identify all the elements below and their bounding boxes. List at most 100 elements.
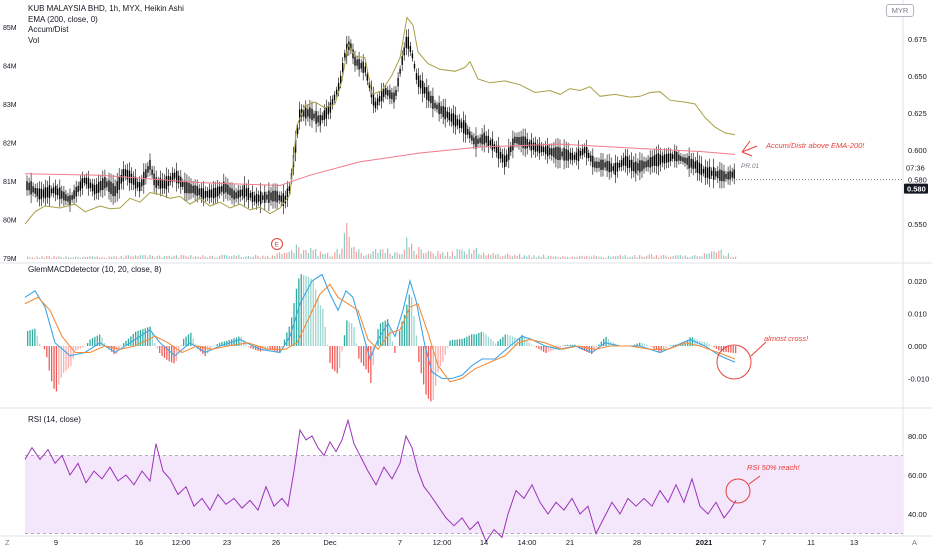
volume-bar bbox=[339, 254, 340, 259]
ha-candle bbox=[707, 168, 708, 178]
x-tick-label: Dec bbox=[323, 538, 337, 547]
macd-histogram-bar bbox=[68, 346, 69, 369]
ha-candle bbox=[438, 103, 439, 114]
macd-histogram-bar bbox=[502, 337, 503, 346]
ha-candle bbox=[713, 167, 714, 180]
ha-candle bbox=[219, 187, 220, 194]
volume-bar bbox=[236, 256, 237, 259]
volume-bar bbox=[73, 257, 74, 259]
ha-candle bbox=[227, 185, 228, 195]
ha-candle bbox=[354, 57, 355, 66]
ha-candle bbox=[625, 156, 626, 166]
ha-candle bbox=[164, 180, 165, 188]
ha-candle bbox=[572, 153, 573, 161]
volume-bar bbox=[519, 254, 520, 259]
volume-bar bbox=[485, 255, 486, 259]
prev-label: PR.01 bbox=[741, 163, 759, 170]
volume-bar bbox=[356, 252, 357, 259]
currency-badge[interactable]: MYR bbox=[886, 4, 914, 17]
volume-bar bbox=[481, 255, 482, 259]
ha-candle bbox=[170, 176, 171, 181]
ha-candle bbox=[500, 152, 501, 159]
macd-histogram-bar bbox=[303, 275, 304, 346]
macd-histogram-bar bbox=[77, 346, 78, 350]
ha-candle bbox=[391, 93, 392, 100]
volume-bar bbox=[406, 237, 407, 259]
volume-bar bbox=[113, 256, 114, 259]
volume-bar bbox=[293, 253, 294, 259]
ha-candle bbox=[652, 157, 653, 167]
ha-candle bbox=[410, 46, 411, 52]
ema-legend[interactable]: EMA (200, close, 0) bbox=[28, 15, 184, 26]
volume-bar bbox=[651, 254, 652, 259]
volume-bar bbox=[394, 252, 395, 259]
macd-histogram-bar bbox=[65, 346, 66, 371]
ha-candle bbox=[67, 196, 68, 201]
ha-candle bbox=[35, 188, 36, 194]
volume-bar bbox=[53, 256, 54, 259]
volume-bar bbox=[32, 257, 33, 259]
ha-candle bbox=[203, 188, 204, 199]
macd-histogram-bar bbox=[89, 340, 90, 346]
ha-candle bbox=[682, 157, 683, 162]
volume-bar bbox=[370, 254, 371, 259]
volume-legend[interactable]: Vol bbox=[28, 36, 184, 47]
volume-bar bbox=[461, 250, 462, 259]
ha-candle bbox=[238, 190, 239, 198]
volume-bar bbox=[548, 256, 549, 259]
macd-histogram-bar bbox=[298, 279, 299, 347]
x-tick-label: 26 bbox=[272, 538, 280, 547]
volume-bar bbox=[555, 256, 556, 259]
ha-candle bbox=[114, 186, 115, 196]
macd-histogram-bar bbox=[603, 339, 604, 346]
auto-scale-toggle: A bbox=[912, 538, 917, 547]
volume-bar bbox=[617, 256, 618, 259]
ha-candle bbox=[215, 188, 216, 197]
macd-histogram-bar bbox=[241, 337, 242, 346]
macd-histogram-bar bbox=[346, 320, 347, 346]
macd-histogram-bar bbox=[718, 346, 719, 350]
ha-candle bbox=[197, 186, 198, 196]
accum-dist-legend[interactable]: Accum/Dist bbox=[28, 25, 184, 36]
x-tick-label: 12:00 bbox=[433, 538, 452, 547]
macd-histogram-bar bbox=[560, 346, 561, 348]
ha-candle bbox=[598, 162, 599, 168]
volume-bar bbox=[728, 253, 729, 259]
macd-histogram-bar bbox=[73, 346, 74, 359]
macd-histogram-bar bbox=[128, 339, 129, 346]
volume-bar bbox=[536, 257, 537, 259]
x-tick-label: 7 bbox=[398, 538, 402, 547]
macd-histogram-bar bbox=[389, 329, 390, 347]
macd-histogram-bar bbox=[217, 344, 218, 346]
volume-bar bbox=[423, 253, 424, 259]
volume-bar bbox=[435, 256, 436, 259]
rsi-tick-label: 40.00 bbox=[908, 510, 927, 519]
volume-bar bbox=[248, 256, 249, 259]
volume-bar bbox=[166, 256, 167, 259]
volume-bar bbox=[226, 255, 227, 259]
ha-candle bbox=[557, 147, 558, 160]
ha-candle bbox=[250, 193, 251, 198]
macd-legend-label[interactable]: GlemMACDdetector (10, 20, close, 8) bbox=[28, 265, 161, 276]
macd-histogram-bar bbox=[481, 332, 482, 346]
symbol-title[interactable]: KUB MALAYSIA BHD, 1h, MYX, Heikin Ashi bbox=[28, 4, 184, 15]
x-tick-label: 11 bbox=[807, 538, 815, 547]
x-tick-label: 23 bbox=[223, 538, 231, 547]
volume-bar bbox=[171, 257, 172, 259]
volume-bar bbox=[200, 257, 201, 259]
volume-bar bbox=[505, 255, 506, 259]
ha-candle bbox=[670, 153, 671, 161]
macd-histogram-bar bbox=[488, 337, 489, 346]
rsi-legend-label[interactable]: RSI (14, close) bbox=[28, 415, 81, 426]
ha-candle bbox=[627, 157, 628, 168]
volume-bar bbox=[478, 254, 479, 259]
volume-bar bbox=[257, 256, 258, 259]
volume-bar bbox=[305, 250, 306, 259]
volume-bar bbox=[632, 257, 633, 260]
volume-bar bbox=[418, 247, 419, 259]
macd-histogram-bar bbox=[80, 346, 81, 349]
ha-candle bbox=[106, 182, 107, 187]
volume-bar bbox=[277, 253, 278, 259]
volume-bar bbox=[469, 249, 470, 259]
ha-candle bbox=[688, 156, 689, 169]
